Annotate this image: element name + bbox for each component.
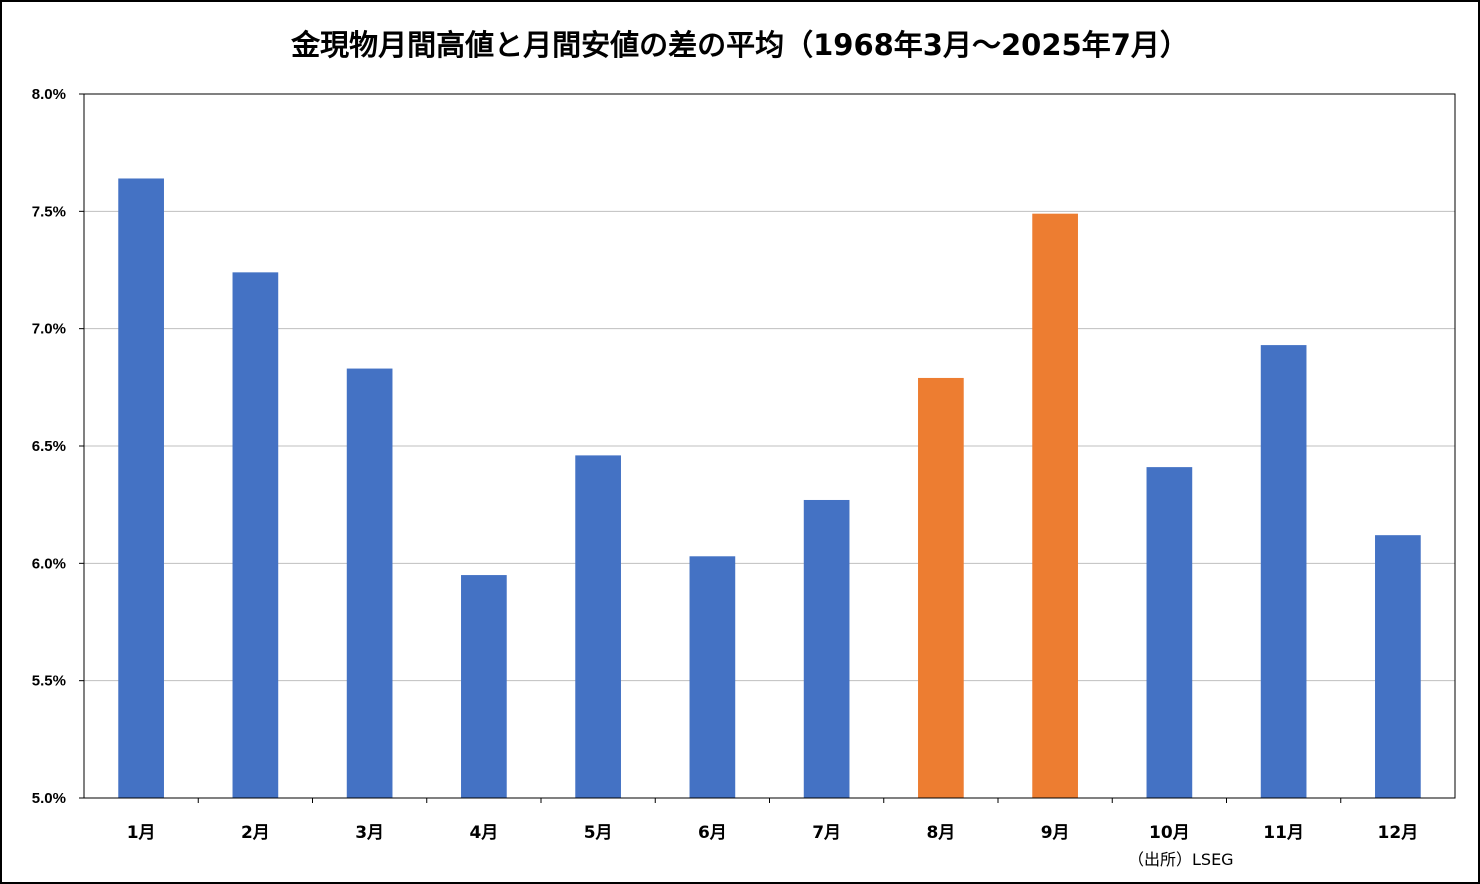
x-category-label: 12月 [1378, 823, 1419, 843]
bar-1 [118, 178, 164, 799]
x-category-label: 1月 [127, 823, 156, 843]
x-category-label: 10月 [1149, 823, 1190, 843]
x-axis-labels: 1月 2月 3月 4月 5月 6月 7月 8月 9月 10月 11月 12月 [127, 823, 1419, 843]
x-category-label: 8月 [926, 823, 955, 843]
bar-5 [575, 455, 621, 798]
bar-12 [1375, 535, 1421, 798]
chart-title: 金現物月間高値と月間安値の差の平均（1968年3月～2025年7月） [291, 28, 1189, 62]
x-category-label: 5月 [584, 823, 613, 843]
bar-11 [1260, 345, 1307, 798]
x-category-label: 7月 [812, 823, 841, 843]
y-tick-label: 7.5% [32, 203, 66, 220]
gridlines [84, 93, 1455, 682]
bar-6 [689, 556, 736, 798]
x-category-label: 9月 [1041, 823, 1070, 843]
y-tick-label: 6.0% [32, 555, 66, 572]
y-tick-label: 5.0% [32, 790, 66, 807]
bar-4 [461, 575, 507, 798]
bar-8 [918, 377, 964, 798]
y-tick-label: 5.5% [32, 673, 66, 690]
y-axis-ticks: 5.0% 5.5% 6.0% 6.5% 7.0% 7.5% 8.0% [32, 86, 66, 807]
x-category-label: 4月 [469, 823, 498, 843]
bar-2 [232, 272, 279, 798]
bar-7 [803, 499, 850, 798]
x-category-label: 6月 [698, 823, 727, 843]
bar-3 [346, 368, 393, 798]
bar-10 [1146, 467, 1193, 798]
x-category-label: 11月 [1263, 823, 1304, 843]
y-tick-label: 7.0% [32, 321, 66, 338]
bars [118, 178, 1421, 799]
x-category-label: 2月 [241, 823, 270, 843]
y-tick-label: 6.5% [32, 438, 66, 455]
x-category-label: 3月 [355, 823, 384, 843]
bar-9 [1032, 213, 1078, 798]
source-note: （出所）LSEG [1128, 850, 1234, 869]
axes [79, 93, 1456, 803]
y-tick-label: 8.0% [32, 86, 66, 103]
